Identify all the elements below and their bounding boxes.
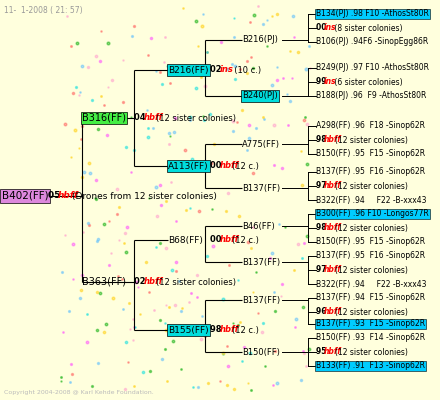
Text: (12 sister colonies): (12 sister colonies) [335, 308, 408, 316]
Text: B134(PJ) .98 F10 -AthosSt80R: B134(PJ) .98 F10 -AthosSt80R [316, 10, 429, 18]
Text: B249(PJ) .97 F10 -AthosSt80R: B249(PJ) .97 F10 -AthosSt80R [316, 64, 429, 72]
Text: B137(FF): B137(FF) [242, 184, 280, 192]
Text: A775(FF): A775(FF) [242, 140, 280, 148]
Text: B155(FF): B155(FF) [168, 326, 209, 334]
Text: hbff: hbff [220, 326, 238, 334]
Text: hbff: hbff [58, 192, 79, 200]
Text: hbff: hbff [324, 308, 342, 316]
Text: 95: 95 [316, 348, 329, 356]
Text: B106(PJ) .94F6 -SinopEgg86R: B106(PJ) .94F6 -SinopEgg86R [316, 38, 428, 46]
Text: ins: ins [324, 78, 337, 86]
Text: hbff: hbff [220, 236, 238, 244]
Text: A298(FF) .96  F18 -Sinop62R: A298(FF) .96 F18 -Sinop62R [316, 122, 425, 130]
Text: (12 sister colonies): (12 sister colonies) [156, 278, 236, 286]
Text: (10 c.): (10 c.) [229, 66, 261, 74]
Text: 98: 98 [210, 326, 224, 334]
Text: B137(FF) .94  F15 -Sinop62R: B137(FF) .94 F15 -Sinop62R [316, 294, 425, 302]
Text: A113(FF): A113(FF) [168, 162, 209, 170]
Text: ins: ins [324, 24, 337, 32]
Text: hbff: hbff [324, 266, 342, 274]
Text: B68(FF): B68(FF) [168, 236, 203, 244]
Text: B150(FF): B150(FF) [242, 348, 280, 356]
Text: B137(FF) .95  F16 -Sinop62R: B137(FF) .95 F16 -Sinop62R [316, 252, 425, 260]
Text: (12 c.): (12 c.) [232, 162, 259, 170]
Text: (12 sister colonies): (12 sister colonies) [335, 266, 408, 274]
Text: Copyright 2004-2008 @ Karl Kehde Foundation.: Copyright 2004-2008 @ Karl Kehde Foundat… [4, 390, 154, 395]
Text: B137(FF) .95  F16 -Sinop62R: B137(FF) .95 F16 -Sinop62R [316, 168, 425, 176]
Text: B46(FF): B46(FF) [242, 222, 275, 230]
Text: B188(PJ) .96  F9 -AthosSt80R: B188(PJ) .96 F9 -AthosSt80R [316, 92, 426, 100]
Text: B216(FF): B216(FF) [168, 66, 209, 74]
Text: 96: 96 [316, 308, 329, 316]
Text: 99: 99 [316, 78, 329, 86]
Text: B300(FF) .96 F10 -Longos77R: B300(FF) .96 F10 -Longos77R [316, 210, 429, 218]
Text: B363(FF): B363(FF) [82, 277, 126, 287]
Text: B137(FF): B137(FF) [242, 258, 280, 266]
Text: B216(PJ): B216(PJ) [242, 36, 278, 44]
Text: 00: 00 [210, 162, 224, 170]
Text: B150(FF) .93  F14 -Sinop62R: B150(FF) .93 F14 -Sinop62R [316, 334, 425, 342]
Text: (12 sister colonies): (12 sister colonies) [335, 348, 408, 356]
Text: hbff: hbff [143, 114, 163, 122]
Text: hbff: hbff [143, 278, 163, 286]
Text: B133(FF) .91  F13 -Sinop62R: B133(FF) .91 F13 -Sinop62R [316, 362, 425, 370]
Text: B150(FF) .95  F15 -Sinop62R: B150(FF) .95 F15 -Sinop62R [316, 238, 425, 246]
Text: 00: 00 [210, 236, 224, 244]
Text: 97: 97 [316, 266, 329, 274]
Text: (12 c.): (12 c.) [232, 326, 259, 334]
Text: B322(FF) .94     F22 -B-xxx43: B322(FF) .94 F22 -B-xxx43 [316, 280, 426, 288]
Text: (12 sister colonies): (12 sister colonies) [335, 224, 408, 232]
Text: B322(FF) .94     F22 -B-xxx43: B322(FF) .94 F22 -B-xxx43 [316, 196, 426, 204]
Text: (8 sister colonies): (8 sister colonies) [333, 24, 403, 32]
Text: 02: 02 [134, 278, 148, 286]
Text: 98: 98 [316, 136, 329, 144]
Text: B137(FF): B137(FF) [242, 296, 280, 304]
Text: ins: ins [220, 66, 233, 74]
Text: B150(FF) .95  F15 -Sinop62R: B150(FF) .95 F15 -Sinop62R [316, 150, 425, 158]
Text: (12 sister colonies): (12 sister colonies) [335, 136, 408, 144]
Text: (12 sister colonies): (12 sister colonies) [156, 114, 236, 122]
Text: (Drones from 12 sister colonies): (Drones from 12 sister colonies) [72, 192, 216, 200]
Text: B240(PJ): B240(PJ) [242, 92, 278, 100]
Text: B137(FF) .93  F15 -Sinop62R: B137(FF) .93 F15 -Sinop62R [316, 320, 425, 328]
Text: hbff: hbff [324, 182, 342, 190]
Text: 00: 00 [316, 24, 329, 32]
Text: (12 c.): (12 c.) [232, 236, 259, 244]
Text: hbff: hbff [324, 136, 342, 144]
Text: hbff: hbff [324, 348, 342, 356]
Text: 11-  1-2008 ( 21: 57): 11- 1-2008 ( 21: 57) [4, 6, 83, 15]
Text: 02: 02 [210, 66, 224, 74]
Text: (12 sister colonies): (12 sister colonies) [335, 182, 408, 190]
Text: 05: 05 [48, 192, 63, 200]
Text: 04: 04 [134, 114, 148, 122]
Text: B402(FF): B402(FF) [2, 191, 49, 201]
Text: hbff: hbff [324, 224, 342, 232]
Text: B316(FF): B316(FF) [82, 113, 126, 123]
Text: (6 sister colonies): (6 sister colonies) [333, 78, 403, 86]
Text: hbff: hbff [220, 162, 238, 170]
Text: 98: 98 [316, 224, 329, 232]
Text: 97: 97 [316, 182, 329, 190]
